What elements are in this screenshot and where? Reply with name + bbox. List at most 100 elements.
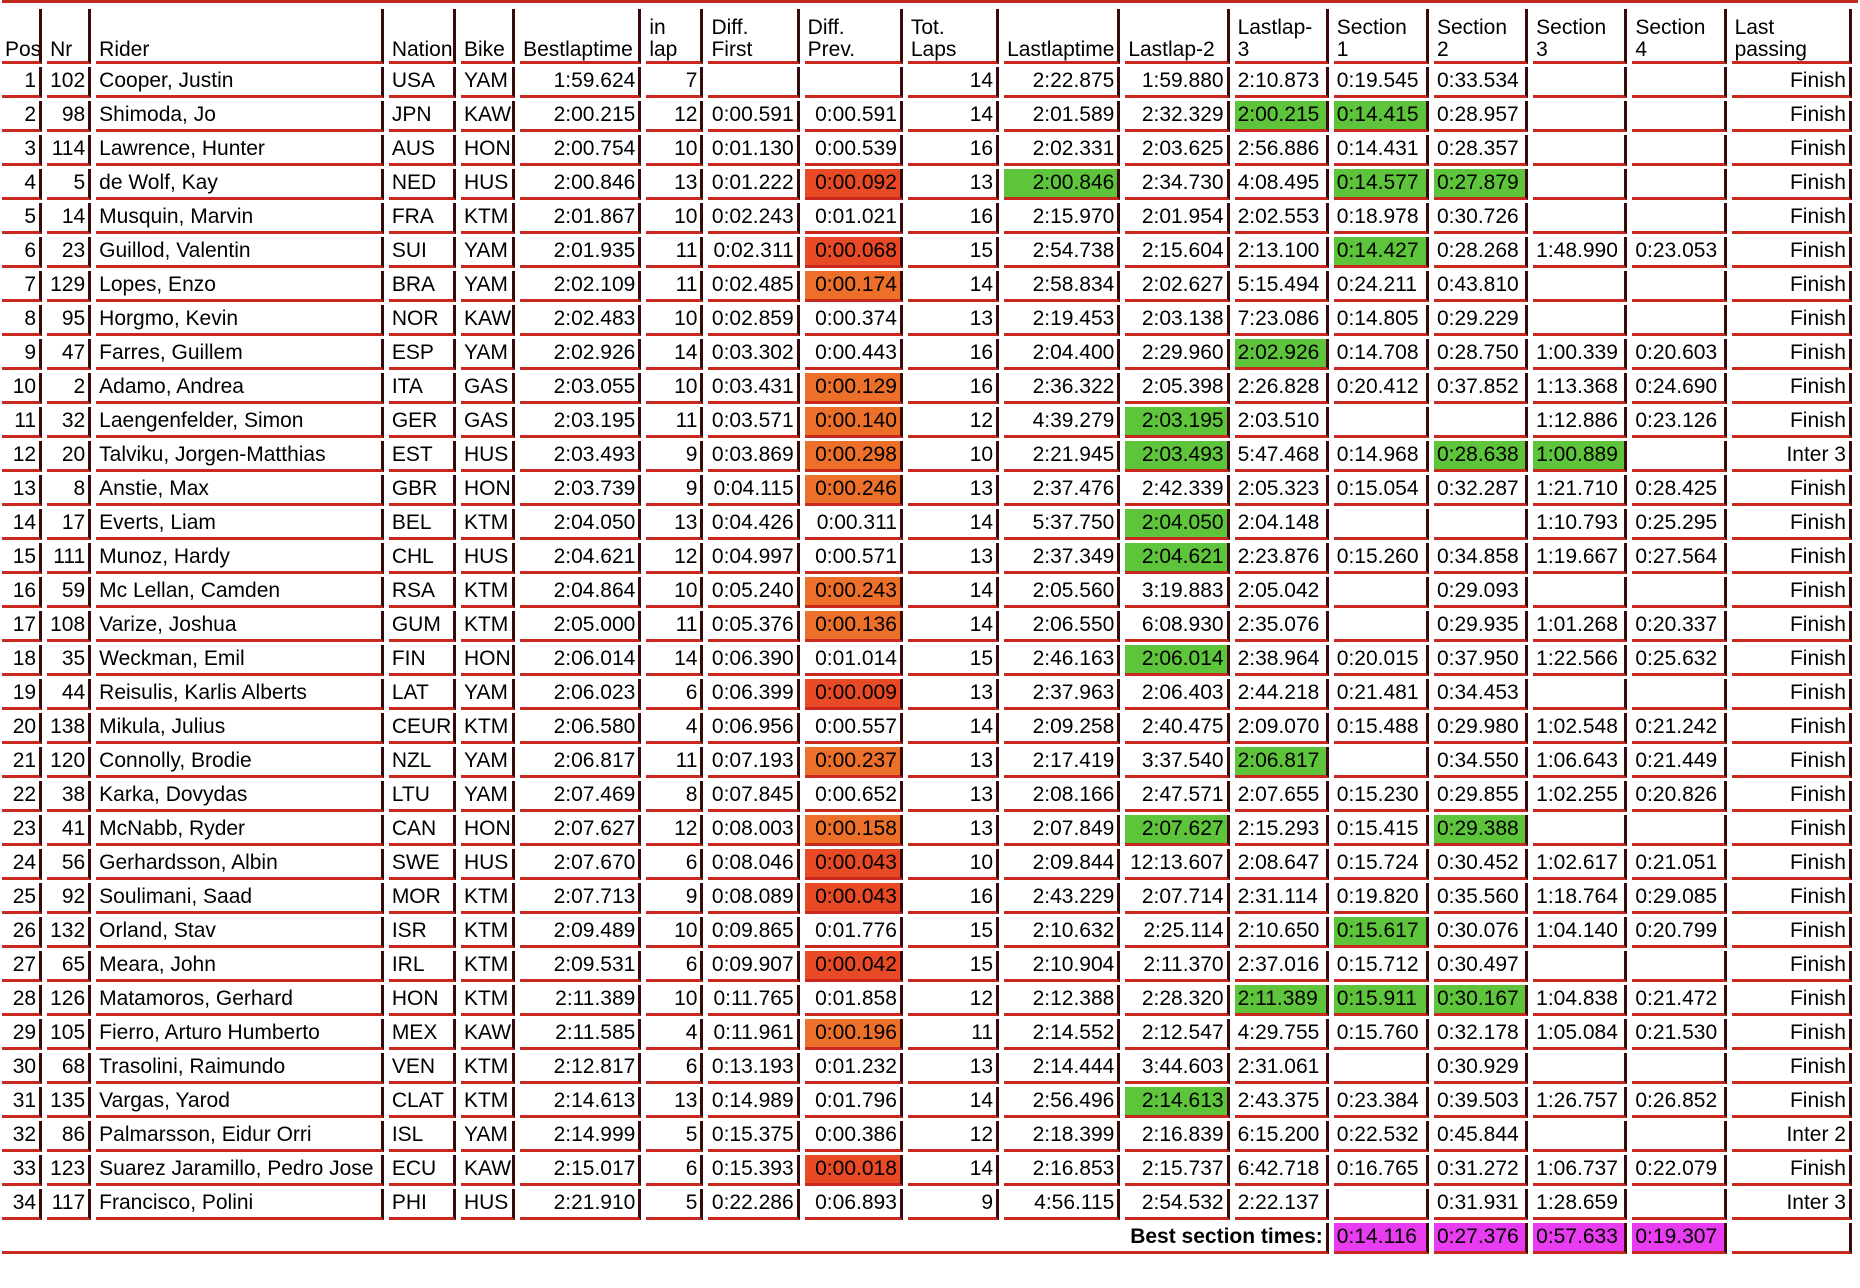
cell-diff-prev: 0:00.652 [804, 781, 903, 812]
table-row[interactable]: 33 123 Suarez Jaramillo, Pedro Jose ECU KAW 2… [2, 1155, 1852, 1186]
table-row[interactable]: 28 126 Matamoros, Gerhard HON KTM 2:11.389 10 0… [2, 985, 1852, 1016]
table-row[interactable]: 21 120 Connolly, Brodie NZL YAM 2:06.817 11 0:0… [2, 747, 1852, 778]
table-row[interactable]: 13 8 Anstie, Max GBR HON 2:03.739 9 0:04.115 0:0… [2, 475, 1852, 506]
cell-diff-first: 0:15.393 [708, 1155, 800, 1186]
cell-diff-first: 0:06.390 [708, 645, 800, 676]
cell-in-lap: 9 [646, 883, 704, 914]
table-row[interactable]: 27 65 Meara, John IRL KTM 2:09.531 6 0:09.907 0:… [2, 951, 1852, 982]
table-row[interactable]: 6 23 Guillod, Valentin SUI YAM 2:01.935 11 0:02… [2, 237, 1852, 268]
column-header-nation[interactable]: Nation [388, 9, 456, 64]
cell-section-3: 1:04.140 [1533, 917, 1628, 948]
cell-diff-first: 0:22.286 [708, 1189, 800, 1220]
cell-lastlap-2: 2:07.714 [1125, 883, 1230, 914]
column-header-diff-prev[interactable]: Diff. Prev. [804, 9, 903, 64]
table-row[interactable]: 25 92 Soulimani, Saad MOR KTM 2:07.713 9 0:08.0… [2, 883, 1852, 914]
cell-section-1 [1333, 611, 1429, 642]
column-header-lastlaptime[interactable]: Lastlaptime [1004, 9, 1121, 64]
cell-lastlap-3: 2:04.148 [1234, 509, 1329, 540]
cell-in-lap: 7 [646, 67, 704, 98]
cell-bike: HUS [460, 543, 516, 574]
cell-diff-prev: 0:00.068 [804, 237, 903, 268]
column-header-section-3[interactable]: Section 3 [1533, 9, 1628, 64]
cell-lastlap-2: 2:29.960 [1125, 339, 1230, 370]
cell-pos: 7 [2, 271, 43, 302]
cell-last-passing: Finish [1731, 1087, 1852, 1118]
cell-diff-first: 0:08.003 [708, 815, 800, 846]
cell-lastlaptime: 2:58.834 [1004, 271, 1121, 302]
table-row[interactable]: 8 95 Horgmo, Kevin NOR KAW 2:02.483 10 0:02.859… [2, 305, 1852, 336]
cell-pos: 5 [2, 203, 43, 234]
cell-diff-first: 0:01.130 [708, 135, 800, 166]
column-header-tot-laps[interactable]: Tot. Laps [907, 9, 1000, 64]
column-header-last-passing[interactable]: Last passing [1731, 9, 1852, 64]
table-row[interactable]: 4 5 de Wolf, Kay NED HUS 2:00.846 13 0:01.222 0:… [2, 169, 1852, 200]
table-row[interactable]: 31 135 Vargas, Yarod CLAT KTM 2:14.613 13 0:14.… [2, 1087, 1852, 1118]
cell-lastlap-3: 2:26.828 [1234, 373, 1329, 404]
cell-bike: HUS [460, 849, 516, 880]
table-row[interactable]: 12 20 Talviku, Jorgen-Matthias EST HUS 2:03.4… [2, 441, 1852, 472]
table-row[interactable]: 16 59 Mc Lellan, Camden RSA KTM 2:04.864 10 0:0… [2, 577, 1852, 608]
cell-nr: 65 [47, 951, 92, 982]
column-header-section-2[interactable]: Section 2 [1433, 9, 1529, 64]
cell-bike: YAM [460, 679, 516, 710]
table-row[interactable]: 20 138 Mikula, Julius CEUR KTM 2:06.580 4 0:06.… [2, 713, 1852, 744]
table-row[interactable]: 10 2 Adamo, Andrea ITA GAS 2:03.055 10 0:03.431… [2, 373, 1852, 404]
cell-last-passing: Finish [1731, 373, 1852, 404]
cell-diff-prev: 0:00.018 [804, 1155, 903, 1186]
column-header-pos[interactable]: Pos [2, 9, 43, 64]
table-row[interactable]: 17 108 Varize, Joshua GUM KTM 2:05.000 11 0:05.… [2, 611, 1852, 642]
table-row[interactable]: 11 32 Laengenfelder, Simon GER GAS 2:03.195 11… [2, 407, 1852, 438]
column-header-diff-first[interactable]: Diff. First [708, 9, 800, 64]
table-row[interactable]: 9 47 Farres, Guillem ESP YAM 2:02.926 14 0:03.3… [2, 339, 1852, 370]
table-row[interactable]: 1 102 Cooper, Justin USA YAM 1:59.624 7 14 2:22.… [2, 67, 1852, 98]
cell-bestlaptime: 2:01.935 [520, 237, 642, 268]
table-row[interactable]: 26 132 Orland, Stav ISR KTM 2:09.489 10 0:09.86… [2, 917, 1852, 948]
table-row[interactable]: 14 17 Everts, Liam BEL KTM 2:04.050 13 0:04.426… [2, 509, 1852, 540]
column-header-section-1[interactable]: Section 1 [1333, 9, 1429, 64]
table-row[interactable]: 30 68 Trasolini, Raimundo VEN KTM 2:12.817 6 0:… [2, 1053, 1852, 1084]
cell-nation: GBR [388, 475, 456, 506]
cell-nation: NZL [388, 747, 456, 778]
cell-in-lap: 10 [646, 135, 704, 166]
cell-rider: Musquin, Marvin [96, 203, 384, 234]
cell-section-1: 0:15.415 [1333, 815, 1429, 846]
column-header-lastlap-3[interactable]: Lastlap-3 [1234, 9, 1329, 64]
cell-nation: GER [388, 407, 456, 438]
column-header-bike[interactable]: Bike [460, 9, 516, 64]
cell-lastlap-2: 2:16.839 [1125, 1121, 1230, 1152]
cell-lastlap-2: 2:28.320 [1125, 985, 1230, 1016]
cell-section-4: 0:20.799 [1632, 917, 1727, 948]
cell-nr: 105 [47, 1019, 92, 1050]
column-header-rider[interactable]: Rider [96, 9, 384, 64]
cell-section-2: 0:32.178 [1433, 1019, 1529, 1050]
cell-lastlap-3: 5:15.494 [1234, 271, 1329, 302]
table-row[interactable]: 29 105 Fierro, Arturo Humberto MEX KAW 2:11.5… [2, 1019, 1852, 1050]
cell-pos: 4 [2, 169, 43, 200]
column-header-section-4[interactable]: Section 4 [1632, 9, 1727, 64]
table-row[interactable]: 7 129 Lopes, Enzo BRA YAM 2:02.109 11 0:02.485 0… [2, 271, 1852, 302]
column-header-nr[interactable]: Nr [47, 9, 92, 64]
table-row[interactable]: 32 86 Palmarsson, Eidur Orri ISL YAM 2:14.999… [2, 1121, 1852, 1152]
column-header-lastlap-2[interactable]: Lastlap-2 [1125, 9, 1230, 64]
table-row[interactable]: 18 35 Weckman, Emil FIN HON 2:06.014 14 0:06.39… [2, 645, 1852, 676]
cell-diff-prev: 0:00.158 [804, 815, 903, 846]
cell-lastlap-3: 4:08.495 [1234, 169, 1329, 200]
table-row[interactable]: 22 38 Karka, Dovydas LTU YAM 2:07.469 8 0:07.84… [2, 781, 1852, 812]
table-row[interactable]: 5 14 Musquin, Marvin FRA KTM 2:01.867 10 0:02.2… [2, 203, 1852, 234]
column-header-in-lap[interactable]: in lap [646, 9, 704, 64]
table-row[interactable]: 3 114 Lawrence, Hunter AUS HON 2:00.754 10 0:01… [2, 135, 1852, 166]
table-row[interactable]: 15 111 Munoz, Hardy CHL HUS 2:04.621 12 0:04.99… [2, 543, 1852, 574]
column-header-bestlaptime[interactable]: Bestlaptime [520, 9, 642, 64]
cell-rider: Fierro, Arturo Humberto [96, 1019, 384, 1050]
table-row[interactable]: 24 56 Gerhardsson, Albin SWE HUS 2:07.670 6 0:0… [2, 849, 1852, 880]
cell-lastlaptime: 2:37.349 [1004, 543, 1121, 574]
table-row[interactable]: 34 117 Francisco, Polini PHI HUS 2:21.910 5 0:2… [2, 1189, 1852, 1220]
cell-nr: 108 [47, 611, 92, 642]
table-row[interactable]: 2 98 Shimoda, Jo JPN KAW 2:00.215 12 0:00.591 0:… [2, 101, 1852, 132]
cell-lastlap-2: 2:06.403 [1125, 679, 1230, 710]
table-row[interactable]: 19 44 Reisulis, Karlis Alberts LAT YAM 2:06.0… [2, 679, 1852, 710]
table-row[interactable]: 23 41 McNabb, Ryder CAN HON 2:07.627 12 0:08.00… [2, 815, 1852, 846]
cell-tot-laps: 15 [907, 951, 1000, 982]
cell-lastlaptime: 2:01.589 [1004, 101, 1121, 132]
cell-bestlaptime: 2:15.017 [520, 1155, 642, 1186]
